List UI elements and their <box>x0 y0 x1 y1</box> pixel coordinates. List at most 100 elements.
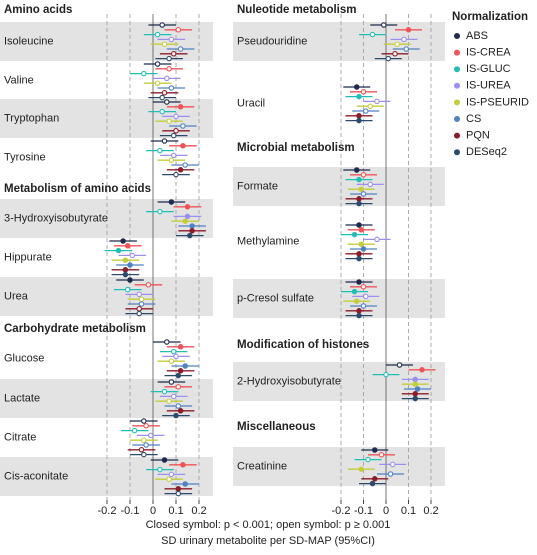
estimate-point <box>356 255 362 262</box>
estimate-point <box>177 104 184 110</box>
estimate-point <box>141 451 147 458</box>
estimate-point <box>175 372 182 379</box>
estimate-point <box>143 423 149 429</box>
estimate-point <box>177 167 184 173</box>
estimate-point <box>187 232 193 239</box>
legend-marker <box>454 116 460 122</box>
estimate-point <box>164 99 170 105</box>
estimate-point <box>356 308 362 314</box>
estimate-point <box>115 247 122 254</box>
estimate-point <box>120 238 126 244</box>
estimate-point <box>170 393 177 400</box>
metabolite-label: Formate <box>237 180 278 192</box>
estimate-point <box>161 138 168 144</box>
metabolite-label: Hippurate <box>4 251 52 263</box>
estimate-point <box>351 231 358 238</box>
estimate-point <box>396 362 403 368</box>
estimate-point <box>141 70 147 77</box>
group-title: Amino acids <box>4 4 72 16</box>
x-tick-label: -0.1 <box>354 505 373 517</box>
estimate-point <box>356 176 362 183</box>
x-tick-label: -0.2 <box>98 505 117 517</box>
group-title: Carbohydrate metabolism <box>4 323 146 335</box>
legend-label: PQN <box>466 130 490 142</box>
legend-label: IS-PSEURID <box>466 96 529 108</box>
estimate-point <box>358 186 364 192</box>
estimate-point <box>378 452 385 458</box>
group-title: Miscellaneous <box>237 421 316 433</box>
metabolite-label: Valine <box>4 74 34 86</box>
estimate-point <box>401 36 407 43</box>
estimate-point <box>412 391 418 397</box>
estimate-point <box>182 218 188 224</box>
estimate-point <box>129 252 136 259</box>
estimate-point <box>180 143 186 149</box>
estimate-point <box>170 132 177 139</box>
estimate-point <box>356 113 362 119</box>
estimate-point <box>360 246 367 252</box>
x-tick-label: 0.1 <box>168 505 183 517</box>
estimate-point <box>136 310 142 317</box>
metabolite-label: Citrate <box>4 431 36 443</box>
legend-marker <box>454 82 460 89</box>
estimate-point <box>122 267 129 273</box>
estimate-point <box>141 418 147 424</box>
estimate-point <box>356 279 362 285</box>
estimate-point <box>175 486 182 492</box>
estimate-point <box>353 298 360 304</box>
x-tick-label: 0.2 <box>423 505 438 517</box>
estimate-point <box>403 46 409 52</box>
legend-label: CS <box>466 113 481 125</box>
estimate-point <box>383 371 389 378</box>
estimate-point <box>394 41 400 47</box>
legend-marker <box>454 149 460 156</box>
estimate-point <box>362 108 369 114</box>
group-title: Microbial metabolism <box>237 142 355 154</box>
estimate-point <box>374 98 380 105</box>
estimate-point <box>189 228 195 234</box>
estimate-point <box>147 432 154 439</box>
estimate-point <box>138 301 145 307</box>
estimate-point <box>175 384 182 390</box>
estimate-point <box>405 27 412 33</box>
estimate-point <box>351 288 358 295</box>
estimate-point <box>166 476 172 482</box>
estimate-point <box>170 348 177 355</box>
estimate-point <box>122 271 129 278</box>
estimate-point <box>173 353 179 360</box>
estimate-point <box>374 236 380 243</box>
estimate-point <box>164 75 170 82</box>
estimate-point <box>380 22 387 28</box>
estimate-point <box>166 118 172 124</box>
x-tick-label: -0.1 <box>121 505 140 517</box>
estimate-point <box>154 61 161 67</box>
estimate-point <box>389 461 396 468</box>
estimate-point <box>360 172 367 178</box>
estimate-point <box>166 55 172 62</box>
estimate-point <box>157 147 163 154</box>
estimate-point <box>138 296 145 302</box>
estimate-point <box>173 171 179 178</box>
estimate-point <box>138 447 145 453</box>
row-band <box>233 279 445 318</box>
legend-label: DESeq2 <box>466 146 507 158</box>
estimate-point <box>157 208 163 215</box>
estimate-point <box>136 306 142 312</box>
x-tick-label: 0 <box>383 505 389 517</box>
estimate-point <box>161 388 168 395</box>
estimate-point <box>168 379 175 385</box>
estimate-point <box>356 200 362 207</box>
estimate-point <box>356 312 362 319</box>
estimate-point <box>356 251 362 257</box>
estimate-point <box>168 199 175 205</box>
legend-marker <box>454 66 460 73</box>
group-title: Nuleotide metabolism <box>237 4 357 16</box>
legend-marker <box>454 33 460 39</box>
estimate-point <box>141 437 147 443</box>
estimate-point <box>122 257 129 263</box>
estimate-point <box>356 93 362 100</box>
estimate-point <box>161 90 168 96</box>
estimate-point <box>124 286 131 293</box>
estimate-point <box>159 22 165 28</box>
metabolite-label: 2-Hydroxyisobutyrate <box>237 375 341 387</box>
